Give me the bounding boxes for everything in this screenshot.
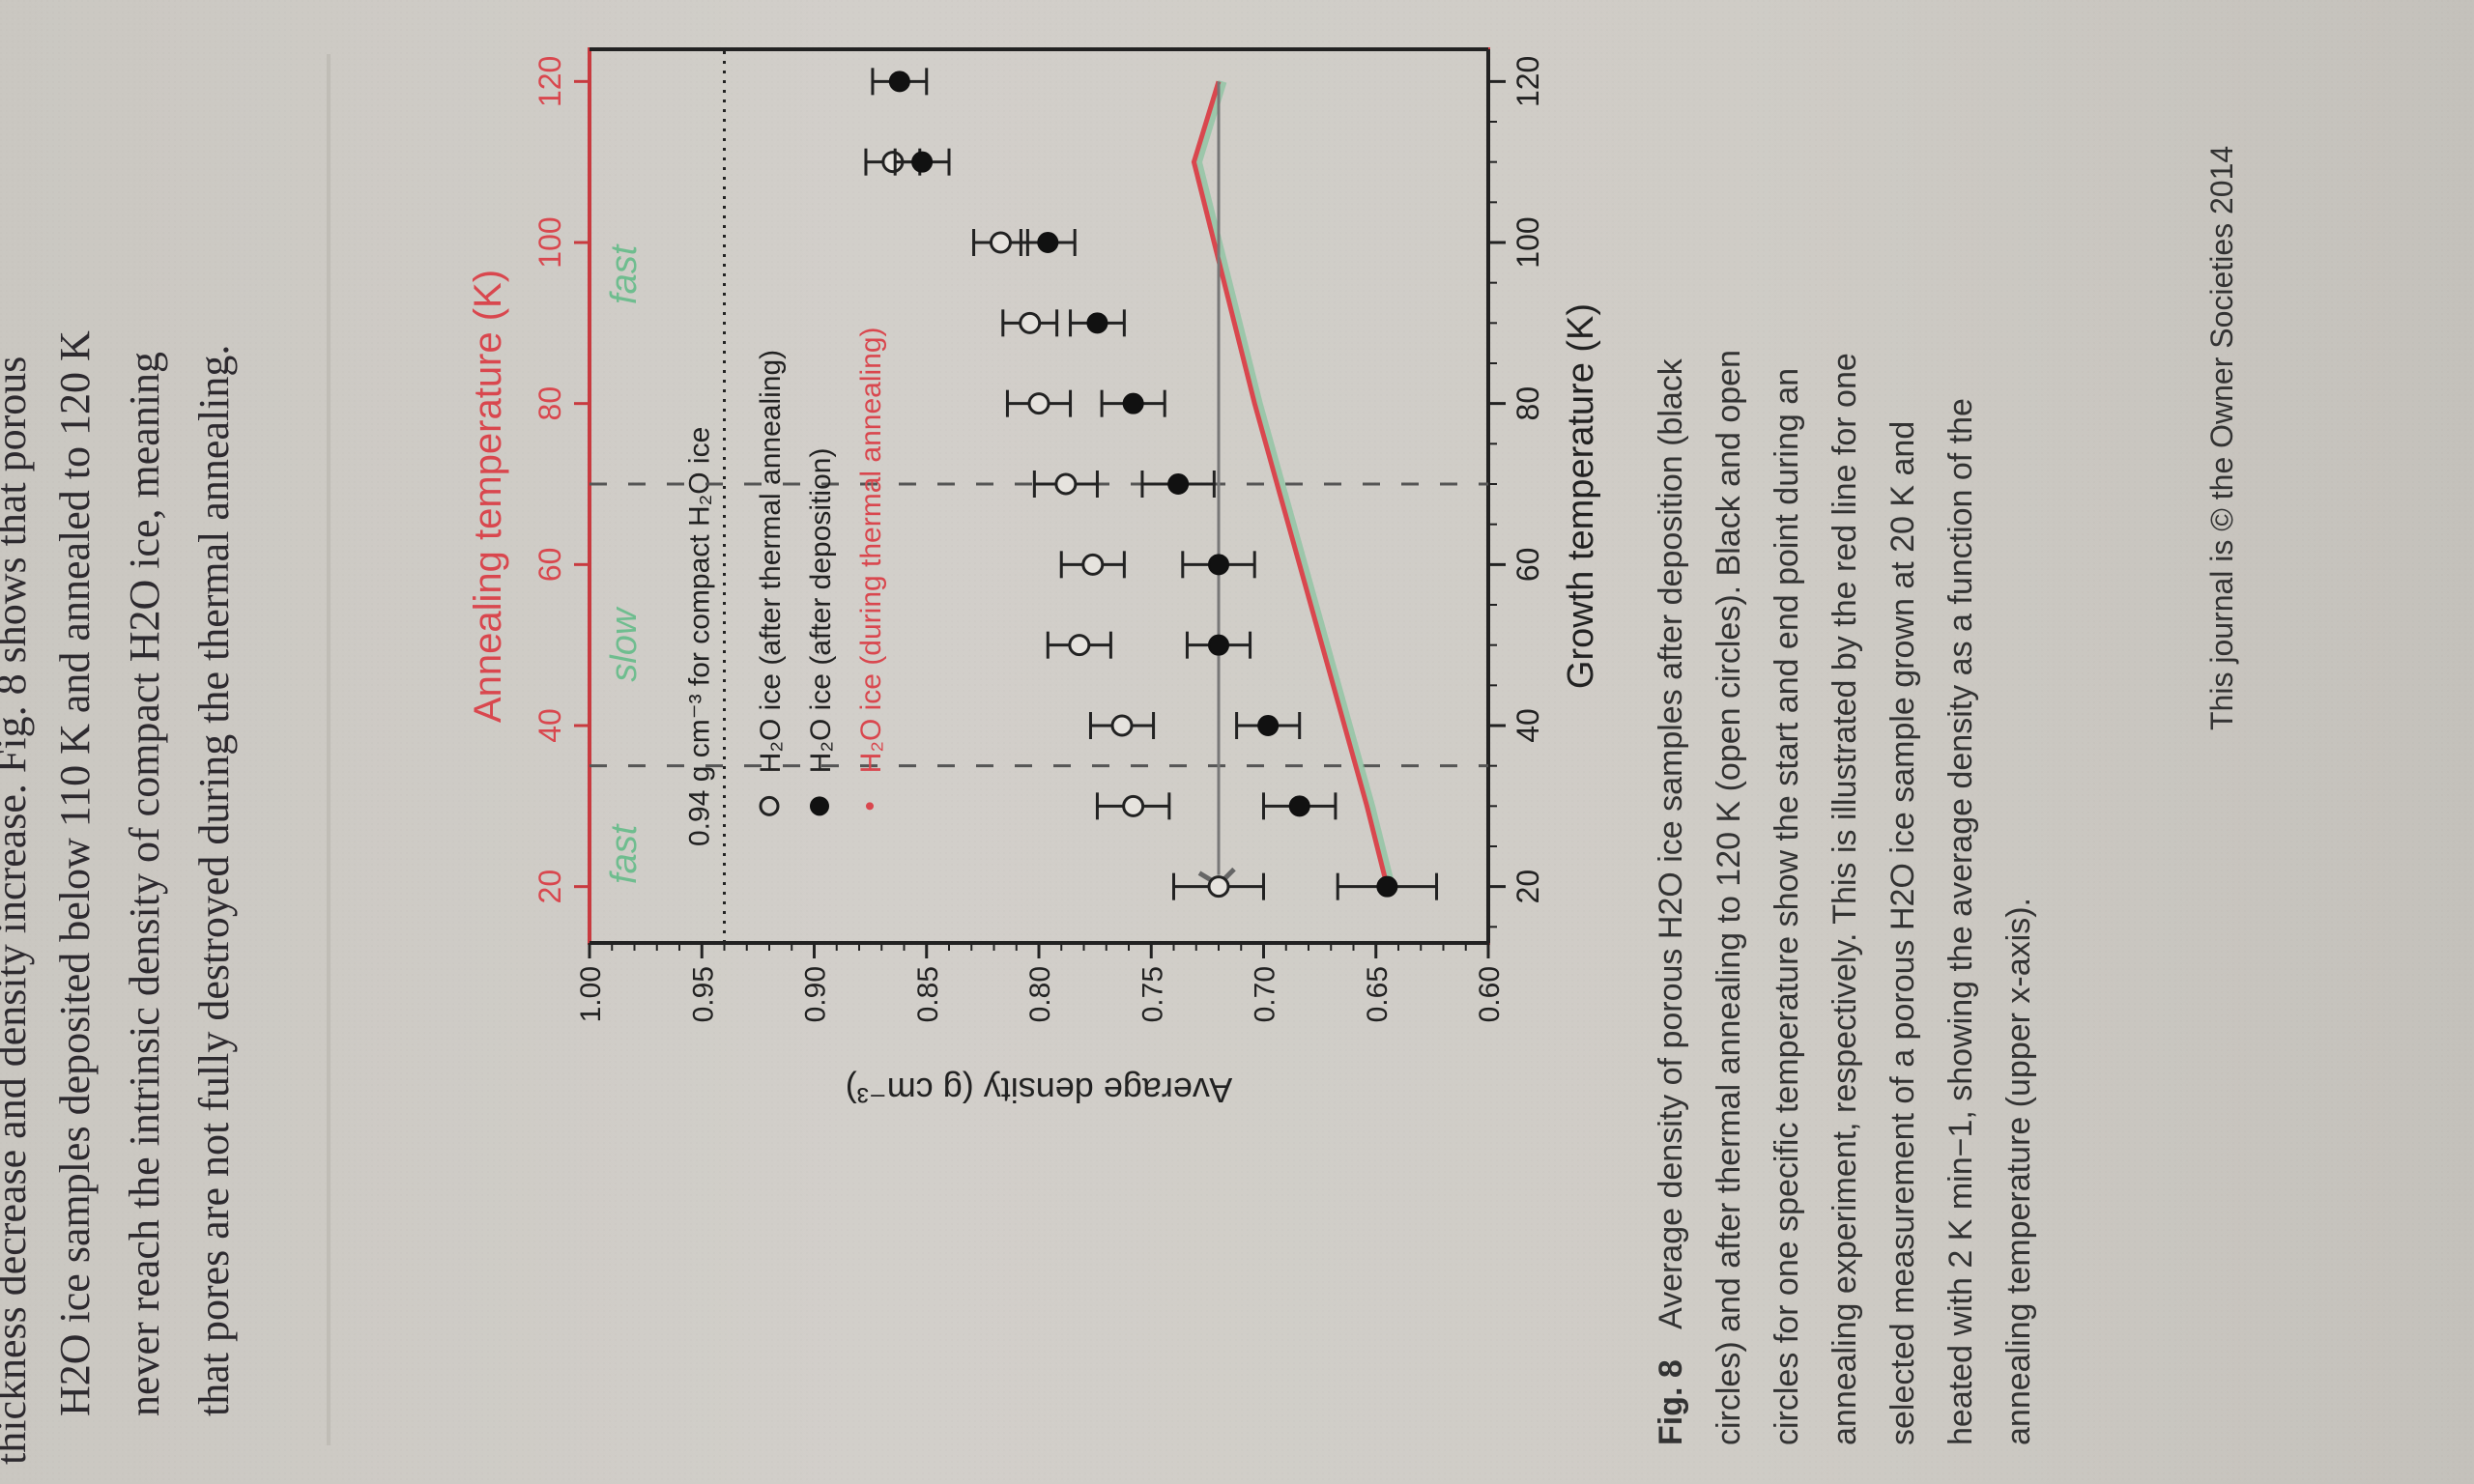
deposition-point bbox=[1376, 875, 1398, 898]
x-tick-label: 20 bbox=[1510, 870, 1545, 904]
regime-label: slow bbox=[604, 606, 645, 682]
y-tick-label: 0.60 bbox=[1474, 966, 1506, 1022]
legend-marker-filled bbox=[810, 796, 829, 816]
x2-tick-label: 20 bbox=[532, 870, 567, 904]
annealed-point bbox=[1207, 875, 1230, 899]
y-tick-label: 0.95 bbox=[687, 966, 719, 1022]
deposition-point bbox=[1257, 715, 1280, 736]
deposition-point bbox=[1037, 232, 1059, 253]
legend-label: H₂O ice (after deposition) bbox=[805, 448, 837, 774]
x2-tick-label: 120 bbox=[532, 56, 567, 107]
body-line-3: never reach the intrinsic density of com… bbox=[121, 352, 168, 1416]
x-tick-label: 40 bbox=[1510, 708, 1545, 743]
column-rule bbox=[327, 54, 331, 1445]
x2-tick-label: 60 bbox=[532, 548, 567, 583]
annealed-point bbox=[1068, 634, 1091, 657]
y-axis-title: Average density (g cm⁻³) bbox=[846, 1070, 1232, 1110]
body-line-2: H2O ice samples deposited below 110 K an… bbox=[51, 330, 99, 1416]
compact-ice-reference-label: 0.94 g cm⁻³ for compact H₂O ice bbox=[684, 427, 716, 846]
figure-caption: Fig. 8 Average density of porous H2O ice… bbox=[1653, 350, 2037, 1445]
density-chart: 0.60 0.65 0.70 0.75 0.80 0.85 0.90 0.95 1.00 20 40… bbox=[467, 47, 1601, 1110]
deposition-point bbox=[911, 151, 934, 173]
deposition-point bbox=[1208, 634, 1229, 656]
annealing-red-line bbox=[1191, 80, 1390, 888]
x2-tick-label: 80 bbox=[532, 386, 567, 421]
annealed-point bbox=[1054, 472, 1078, 496]
deposition-point bbox=[888, 71, 910, 93]
caption-line-1: Average density of porous H2O ice sample… bbox=[1653, 357, 1689, 1329]
deposition-point bbox=[1122, 392, 1144, 414]
x-tick-label: 80 bbox=[1510, 386, 1545, 421]
deposition-point bbox=[1086, 312, 1108, 334]
caption-line-7: annealing temperature (upper x-axis). bbox=[2000, 898, 2037, 1445]
y-tick-label: 0.65 bbox=[1362, 966, 1394, 1022]
regime-label: fast bbox=[604, 823, 645, 884]
deposition-point bbox=[1288, 795, 1310, 817]
caption-line-2: circles) and after thermal annealing to … bbox=[1711, 350, 1747, 1445]
x2-axis-title: Annealing temperature (K) bbox=[467, 270, 509, 723]
annealed-point bbox=[1122, 794, 1145, 817]
annealing-line-shadow bbox=[1193, 80, 1395, 888]
x2-tick-label: 40 bbox=[532, 708, 567, 743]
x-tick-label: 60 bbox=[1510, 548, 1545, 583]
deposition-point bbox=[1167, 473, 1190, 495]
body-line-4: that pores are not fully destroyed durin… bbox=[190, 345, 238, 1416]
annealed-point bbox=[1027, 392, 1050, 415]
y-tick-label: 0.85 bbox=[912, 966, 944, 1022]
journal-footer: This journal is © the Owner Societies 20… bbox=[2204, 146, 2239, 730]
body-paragraph: thickness decrease and density increase.… bbox=[0, 330, 238, 1465]
y-tick-label: 0.70 bbox=[1250, 966, 1281, 1022]
caption-line-5: selected measurement of a porous H2O ice… bbox=[1884, 421, 1921, 1445]
body-line-1: thickness decrease and density increase.… bbox=[0, 357, 35, 1465]
y-tick-label: 0.75 bbox=[1136, 966, 1168, 1022]
x-tick-label: 120 bbox=[1510, 56, 1545, 107]
x-axis-title: Growth temperature (K) bbox=[1561, 303, 1601, 689]
x-tick-label: 100 bbox=[1510, 216, 1545, 268]
y-tick-label: 1.00 bbox=[575, 966, 607, 1022]
annealed-point bbox=[989, 231, 1012, 254]
y-tick-label: 0.80 bbox=[1024, 966, 1056, 1022]
annealed-point bbox=[1019, 311, 1042, 334]
annealed-point bbox=[1081, 553, 1105, 576]
page-content: thickness decrease and density increase.… bbox=[0, 47, 2239, 1465]
legend-marker-open bbox=[759, 795, 780, 816]
deposition-point bbox=[1208, 554, 1229, 576]
caption-line-3: circles for one specific temperature sho… bbox=[1769, 368, 1805, 1445]
legend-label: H₂O ice (after thermal annealing) bbox=[755, 350, 787, 774]
regime-label: fast bbox=[604, 243, 645, 304]
x2-tick-label: 100 bbox=[532, 216, 567, 268]
caption-line-4: annealing experiment, respectively. This… bbox=[1827, 353, 1863, 1445]
caption-line-6: heated with 2 K min−1, showing the avera… bbox=[1942, 398, 1979, 1445]
annealed-point bbox=[1110, 714, 1134, 737]
y-tick-label: 0.90 bbox=[800, 966, 832, 1022]
caption-label: Fig. 8 bbox=[1653, 1359, 1689, 1445]
legend-label: H₂O ice (during thermal annealing) bbox=[855, 327, 887, 773]
legend-marker-red bbox=[866, 802, 874, 811]
